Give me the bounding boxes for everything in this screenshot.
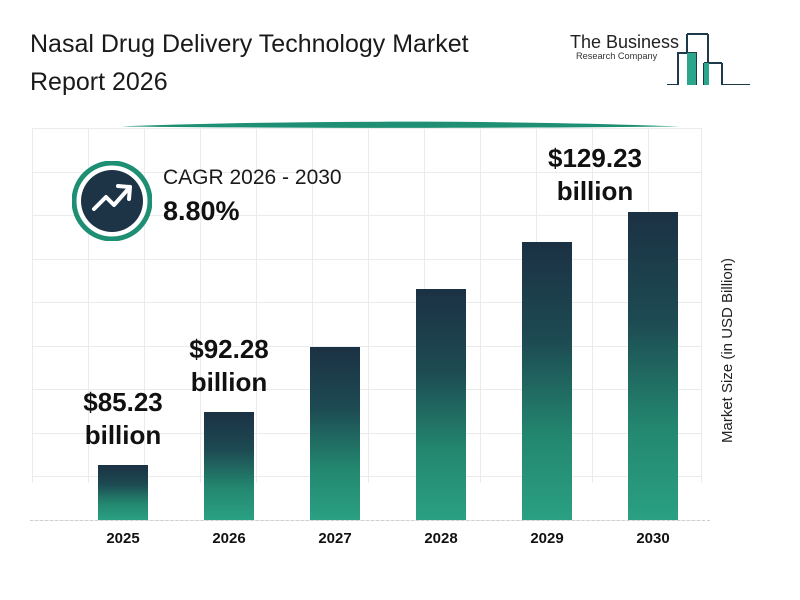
svg-text:Research Company: Research Company [576, 51, 658, 61]
svg-text:The Business: The Business [570, 32, 679, 52]
